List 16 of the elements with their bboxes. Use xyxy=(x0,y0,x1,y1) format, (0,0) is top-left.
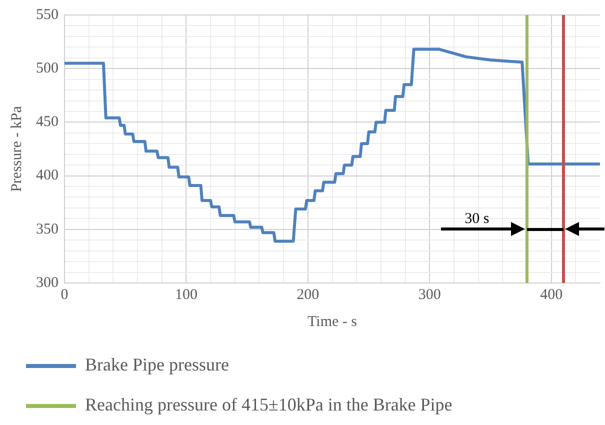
y-tick-label: 450 xyxy=(36,114,58,130)
y-axis-title: Pressure - kPa xyxy=(8,106,25,192)
x-tick-label: 0 xyxy=(60,286,68,303)
y-tick-label: 400 xyxy=(36,168,58,184)
x-axis-title: Time - s xyxy=(308,314,358,330)
y-tick-label: 500 xyxy=(36,60,58,77)
legend-label: Brake Pipe pressure xyxy=(85,354,229,375)
x-tick-label: 400 xyxy=(540,286,563,303)
annotation: 30 s xyxy=(464,210,490,227)
y-tick-label: 350 xyxy=(36,221,58,238)
y-tick-label: 550 xyxy=(36,6,58,23)
x-tick-label: 200 xyxy=(296,286,320,303)
legend-label: Reaching pressure of 415±10kPa in the Brake Pipe xyxy=(85,394,452,415)
x-tick-label: 100 xyxy=(174,286,198,303)
x-tick-label: 300 xyxy=(418,286,441,303)
y-tick-label: 300 xyxy=(36,274,58,291)
